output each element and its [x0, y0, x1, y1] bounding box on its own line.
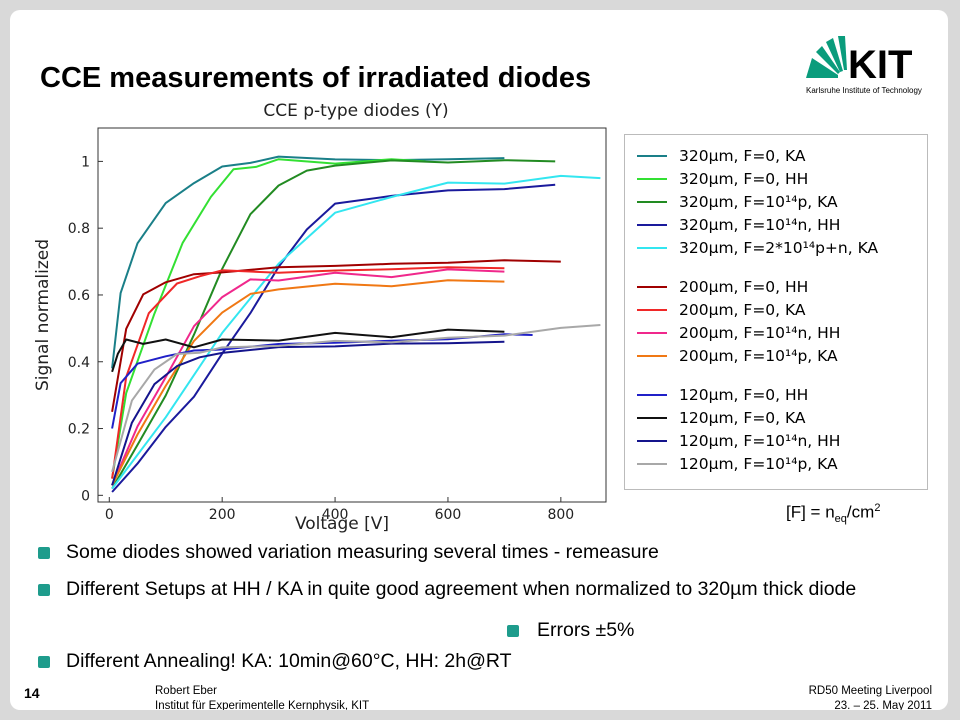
x-axis-label: Voltage [V] — [295, 514, 389, 534]
bullet-marker — [507, 625, 519, 637]
series-line — [111, 333, 533, 429]
kit-logo: KIT Karlsruhe Institute of Technology — [802, 30, 932, 100]
footer-meeting-block: RD50 Meeting Liverpool 23. – 25. May 201… — [809, 684, 932, 710]
fluence-note: [F] = neq/cm2 — [786, 502, 880, 525]
y-tick-label: 1 — [81, 154, 90, 170]
chart-legend: 320µm, F=0, KA 320µm, F=0, HH 320µm, F=10¹… — [624, 134, 928, 490]
x-tick-label: 400 — [322, 507, 349, 523]
legend-label: 200µm, F=0, HH — [679, 278, 809, 296]
bullet-text: Different Annealing! KA: 10min@60°C, HH:… — [66, 650, 512, 672]
legend-item: 320µm, F=10¹⁴p, KA — [625, 191, 838, 213]
kit-logo-subtitle: Karlsruhe Institute of Technology — [806, 86, 922, 95]
legend-label: 200µm, F=10¹⁴n, HH — [679, 324, 841, 342]
legend-item: 120µm, F=10¹⁴p, KA — [625, 453, 838, 475]
fluence-note-unit: /cm — [846, 502, 875, 522]
y-tick-label: 0.4 — [68, 355, 90, 371]
footer-institute: Institut für Experimentelle Kernphysik, … — [155, 700, 370, 710]
legend-swatch — [637, 201, 667, 203]
footer-author: Robert Eber — [155, 685, 218, 697]
kit-logo-text: KIT — [848, 43, 912, 87]
errors-bullet-text: Errors ±5% — [537, 619, 635, 641]
legend-item: 120µm, F=0, HH — [625, 384, 808, 406]
legend-swatch — [637, 417, 667, 419]
series-lines — [111, 155, 601, 493]
footer-author-block: Robert Eber Institut für Experimentelle … — [155, 684, 369, 710]
x-tick-label: 800 — [547, 507, 574, 523]
y-tick-label: 0 — [81, 488, 90, 504]
legend-label: 320µm, F=10¹⁴p, KA — [679, 193, 838, 211]
legend-item: 120µm, F=0, KA — [625, 407, 806, 429]
series-line — [111, 268, 505, 486]
legend-swatch — [637, 155, 667, 157]
legend-swatch — [637, 394, 667, 396]
legend-label: 200µm, F=0, KA — [679, 301, 806, 319]
legend-swatch — [637, 332, 667, 334]
series-line — [111, 183, 556, 493]
x-tick-label: 0 — [105, 507, 114, 523]
footer-meeting: RD50 Meeting Liverpool — [808, 685, 932, 697]
bullet-marker — [38, 584, 50, 596]
legend-label: 200µm, F=10¹⁴p, KA — [679, 347, 838, 365]
legend-item: 320µm, F=2*10¹⁴p+n, KA — [625, 237, 878, 259]
y-tick-label: 0.6 — [68, 288, 90, 304]
legend-label: 120µm, F=10¹⁴n, HH — [679, 432, 841, 450]
legend-label: 320µm, F=0, HH — [679, 170, 809, 188]
legend-item: 200µm, F=0, HH — [625, 276, 808, 298]
series-line — [111, 266, 505, 479]
fluence-note-sub: eq — [834, 513, 847, 526]
series-line — [111, 159, 556, 490]
legend-label: 320µm, F=10¹⁴n, HH — [679, 216, 841, 234]
series-line — [111, 174, 601, 490]
y-tick-label: 0.2 — [68, 422, 90, 438]
legend-swatch — [637, 309, 667, 311]
legend-item: 320µm, F=10¹⁴n, HH — [625, 214, 840, 236]
page-number: 14 — [24, 685, 40, 701]
legend-swatch — [637, 247, 667, 249]
cce-chart: CCE p-type diodes (Y) 0 200 400 600 800 0 0.2… — [33, 101, 607, 534]
slide-title: CCE measurements of irradiated diodes — [40, 62, 592, 94]
legend-item: 120µm, F=10¹⁴n, HH — [625, 430, 840, 452]
y-axis-label: Signal normalized — [33, 239, 53, 391]
legend-swatch — [637, 463, 667, 465]
bullet-text: Different Setups at HH / KA in quite goo… — [66, 578, 857, 600]
legend-item: 200µm, F=10¹⁴p, KA — [625, 345, 838, 367]
legend-item: 200µm, F=0, KA — [625, 299, 806, 321]
y-axis: 0 0.2 0.4 0.6 0.8 1 — [68, 154, 103, 504]
legend-label: 120µm, F=10¹⁴p, KA — [679, 455, 838, 473]
y-tick-label: 0.8 — [68, 221, 90, 237]
x-axis: 0 200 400 600 800 — [105, 497, 574, 523]
legend-swatch — [637, 178, 667, 180]
slide: CCE measurements of irradiated diodes KI… — [10, 10, 948, 710]
legend-swatch — [637, 355, 667, 357]
series-line — [111, 279, 505, 486]
legend-label: 120µm, F=0, HH — [679, 386, 809, 404]
legend-item: 320µm, F=0, HH — [625, 168, 808, 190]
series-line — [111, 259, 561, 412]
fluence-note-prefix: [F] = n — [786, 502, 835, 522]
plot-frame — [97, 127, 607, 503]
fluence-note-sup: 2 — [874, 502, 881, 514]
legend-swatch — [637, 440, 667, 442]
x-tick-label: 600 — [435, 507, 462, 523]
series-line — [111, 158, 426, 479]
footer-date: 23. – 25. May 2011 — [834, 700, 932, 710]
x-tick-label: 200 — [209, 507, 236, 523]
series-line — [111, 324, 601, 473]
chart-title: CCE p-type diodes (Y) — [263, 101, 448, 121]
bullet-text: Some diodes showed variation measuring s… — [66, 541, 659, 563]
legend-swatch — [637, 286, 667, 288]
legend-label: 320µm, F=2*10¹⁴p+n, KA — [679, 239, 879, 257]
legend-swatch — [637, 224, 667, 226]
bullet-marker — [38, 547, 50, 559]
legend-label: 320µm, F=0, KA — [679, 147, 806, 165]
kit-logo-emblem-icon — [806, 36, 847, 78]
series-line — [111, 328, 505, 373]
series-line — [111, 340, 505, 486]
legend-item: 200µm, F=10¹⁴n, HH — [625, 322, 840, 344]
legend-label: 120µm, F=0, KA — [679, 409, 806, 427]
legend-item: 320µm, F=0, KA — [625, 145, 806, 167]
bullet-marker — [38, 656, 50, 668]
